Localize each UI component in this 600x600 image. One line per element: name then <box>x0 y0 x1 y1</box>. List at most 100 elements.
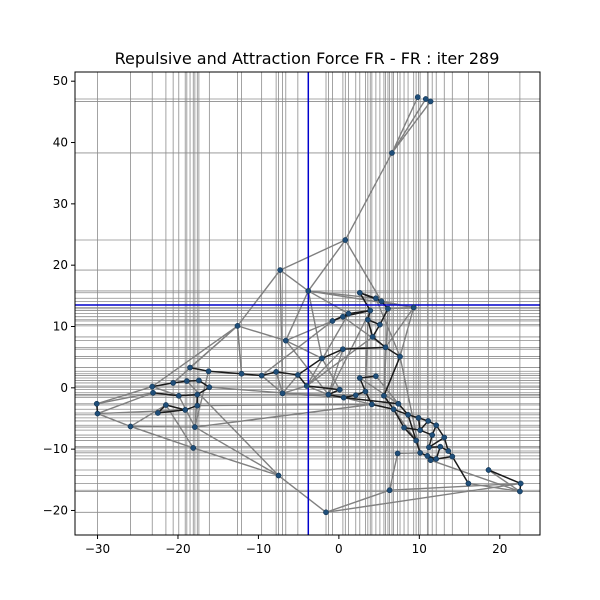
graph-node <box>417 449 423 456</box>
graph-edge-dense <box>383 356 401 397</box>
graph-node <box>433 422 440 429</box>
graph-node <box>329 318 336 324</box>
graph-edge-dense <box>208 370 242 375</box>
graph-node <box>149 383 156 390</box>
graph-node <box>414 94 421 100</box>
graph-edge <box>327 348 344 395</box>
y-tick-label: 40 <box>53 136 68 150</box>
graph-edge <box>391 101 432 154</box>
graph-node <box>377 321 383 328</box>
graph-node <box>194 402 201 409</box>
graph-edge-dense <box>407 414 417 441</box>
graph-node <box>325 391 332 398</box>
graph-edge <box>97 392 154 415</box>
graph-edge <box>468 482 520 493</box>
graph-edge-dense <box>379 308 389 325</box>
graph-edge <box>194 371 210 428</box>
graph-node <box>382 344 389 351</box>
graph-edge <box>430 459 521 493</box>
graph-edge <box>344 239 383 302</box>
graph-edge <box>325 482 521 514</box>
graph-node <box>303 383 310 389</box>
graph-edge-dense <box>359 292 371 311</box>
graph-node <box>175 392 182 399</box>
graph-node <box>437 443 444 450</box>
y-tick-label: 30 <box>53 197 68 211</box>
graph-edge <box>306 385 329 396</box>
graph-edge <box>282 374 299 394</box>
graph-edge <box>97 412 131 428</box>
graph-node <box>517 480 524 487</box>
x-tick-label: 0 <box>335 542 343 556</box>
graph-edge-dense <box>152 382 174 388</box>
graph-edge-dense <box>392 408 405 429</box>
graph-node <box>410 304 417 311</box>
y-tick-label: 50 <box>53 74 68 88</box>
graph-edge <box>236 325 243 374</box>
graph-node <box>336 386 343 393</box>
graph-node <box>340 313 346 320</box>
graph-node <box>373 295 379 302</box>
graph-node <box>427 98 434 105</box>
graph-edge <box>261 375 284 394</box>
graph-node <box>182 407 189 413</box>
graph-edge <box>285 320 333 342</box>
graph-node <box>234 323 241 329</box>
graph-edge <box>307 290 323 359</box>
graph-edge <box>172 325 238 384</box>
graph-edge <box>285 340 329 396</box>
graph-edge <box>151 325 238 388</box>
graph-edge <box>130 425 195 428</box>
graph-node <box>305 288 312 294</box>
graph-node <box>394 450 401 457</box>
graph-node <box>362 388 369 395</box>
graph-edge <box>399 356 421 453</box>
graph-edge <box>307 239 346 292</box>
graph-edge-dense <box>241 372 262 377</box>
graph-node <box>258 372 265 379</box>
graph-node <box>427 457 434 464</box>
graph-edge-dense <box>276 371 298 376</box>
graph-node <box>279 390 286 397</box>
graph-node <box>373 373 379 380</box>
graph-edge <box>306 348 344 387</box>
graph-edge <box>307 290 349 315</box>
graph-edge <box>399 307 415 357</box>
graph-node <box>238 370 245 377</box>
graph-node <box>415 415 422 421</box>
graph-node <box>94 410 101 417</box>
x-tick-label: 20 <box>492 542 507 556</box>
y-tick-label: −10 <box>43 442 68 456</box>
graph-edge <box>96 385 153 405</box>
graph-node <box>155 410 161 416</box>
graph-node <box>433 456 440 462</box>
graph-edge <box>375 298 401 357</box>
graph-edge <box>275 371 284 394</box>
graph-edge-dense <box>165 404 186 411</box>
graph-node <box>401 424 407 431</box>
graph-node <box>340 394 347 401</box>
graph-node <box>277 267 283 273</box>
graph-node <box>183 378 190 384</box>
graph-edge <box>344 152 393 241</box>
graph-edge <box>237 325 286 342</box>
graph-node <box>395 400 402 407</box>
graph-edge <box>186 380 280 477</box>
graph-edge <box>97 409 186 415</box>
graph-node <box>319 355 325 362</box>
graph-node <box>356 375 363 381</box>
graph-edge <box>325 489 390 513</box>
graph-edge <box>152 385 180 397</box>
chart-title: Repulsive and Attraction Force FR - FR :… <box>115 49 500 68</box>
graph-node <box>323 509 329 516</box>
graph-edge <box>209 386 344 399</box>
graph-edge <box>383 308 389 396</box>
graph-edge <box>359 377 399 405</box>
graph-edge-dense <box>403 427 417 442</box>
graph-edge <box>130 425 194 449</box>
graph-node <box>187 364 193 371</box>
graph-edge <box>285 339 323 360</box>
graph-node <box>364 316 371 323</box>
graph-node <box>275 472 282 479</box>
